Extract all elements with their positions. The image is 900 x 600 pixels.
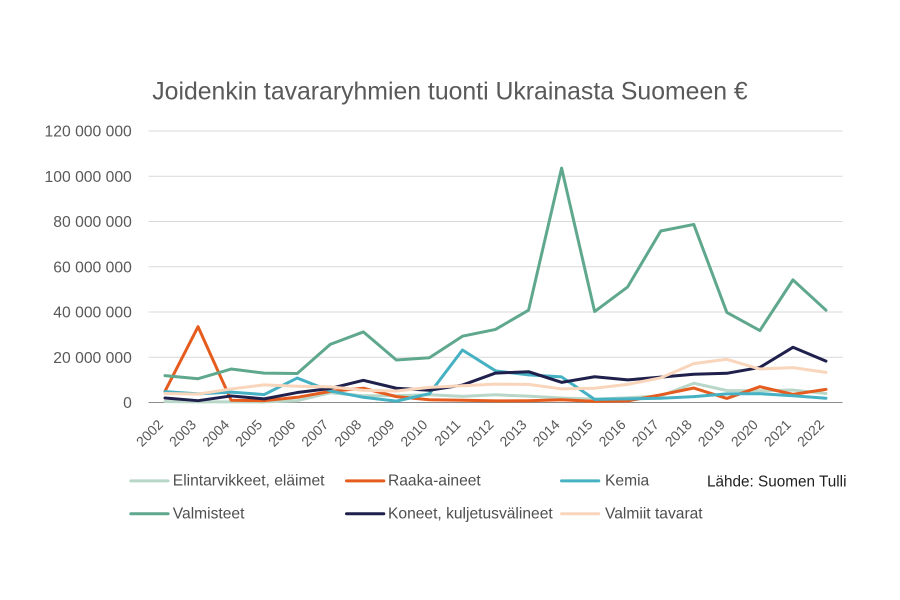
svg-text:Joidenkin tavararyhmien tuonti: Joidenkin tavararyhmien tuonti Ukrainast… (152, 79, 748, 106)
svg-text:40 000 000: 40 000 000 (53, 305, 132, 322)
svg-text:Lähde: Suomen Tulli: Lähde: Suomen Tulli (707, 474, 846, 491)
svg-text:Elintarvikkeet, eläimet: Elintarvikkeet, eläimet (173, 473, 325, 490)
svg-text:60 000 000: 60 000 000 (53, 259, 132, 276)
svg-text:Valmisteet: Valmisteet (173, 505, 245, 522)
svg-text:80 000 000: 80 000 000 (53, 214, 132, 231)
svg-text:0: 0 (123, 395, 132, 412)
svg-text:20 000 000: 20 000 000 (53, 350, 132, 367)
svg-text:Raaka-aineet: Raaka-aineet (388, 473, 481, 490)
svg-text:Kemia: Kemia (605, 473, 650, 490)
svg-text:100 000 000: 100 000 000 (45, 169, 133, 186)
svg-text:120 000 000: 120 000 000 (45, 124, 133, 141)
svg-text:Koneet, kuljetusvälineet: Koneet, kuljetusvälineet (388, 505, 553, 522)
svg-text:Valmiit tavarat: Valmiit tavarat (605, 505, 703, 522)
